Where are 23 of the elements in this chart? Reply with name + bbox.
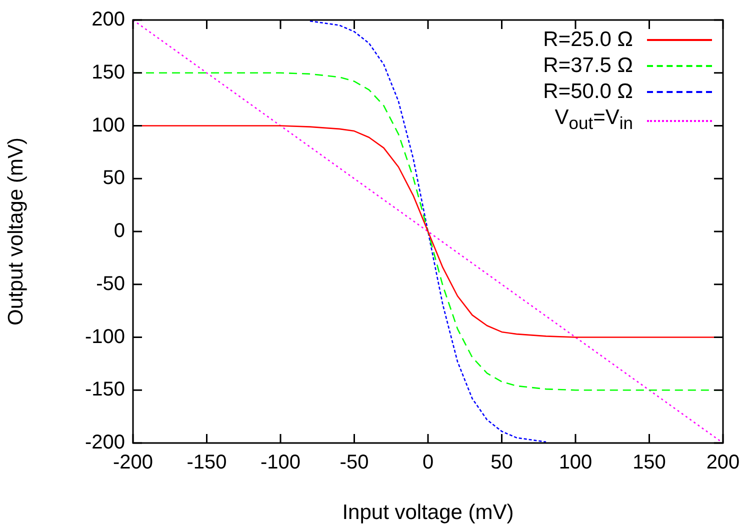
x-tick-label: -50 <box>340 452 369 474</box>
y-tick-label: 100 <box>92 114 125 136</box>
y-axis-title: Output voltage (mV) <box>4 138 28 326</box>
x-tick-label: -100 <box>260 452 301 474</box>
x-tick-label: 150 <box>632 452 666 474</box>
y-tick-label: 0 <box>114 220 125 242</box>
y-tick-label: -200 <box>84 432 125 454</box>
x-axis-title: Input voltage (mV) <box>342 501 514 524</box>
legend-label: R=37.5 Ω <box>543 53 633 79</box>
x-tick-label: -150 <box>186 452 227 474</box>
y-tick-label: 200 <box>92 8 125 31</box>
y-tick-label: -100 <box>84 326 125 348</box>
x-tick-label: 200 <box>706 452 740 474</box>
x-tick-label: 100 <box>558 452 592 474</box>
legend-label: R=25.0 Ω <box>543 27 633 53</box>
y-tick-label: -150 <box>84 378 125 401</box>
x-tick-label: 0 <box>422 452 434 474</box>
x-tick-label: 50 <box>490 452 513 474</box>
y-tick-label: 150 <box>92 61 125 84</box>
y-tick-label: 50 <box>102 167 125 190</box>
legend-label: R=50.0 Ω <box>543 79 633 105</box>
y-tick-label: -50 <box>96 272 125 295</box>
legend-label: V$_{out}$=V$_{in}$ <box>554 105 633 136</box>
